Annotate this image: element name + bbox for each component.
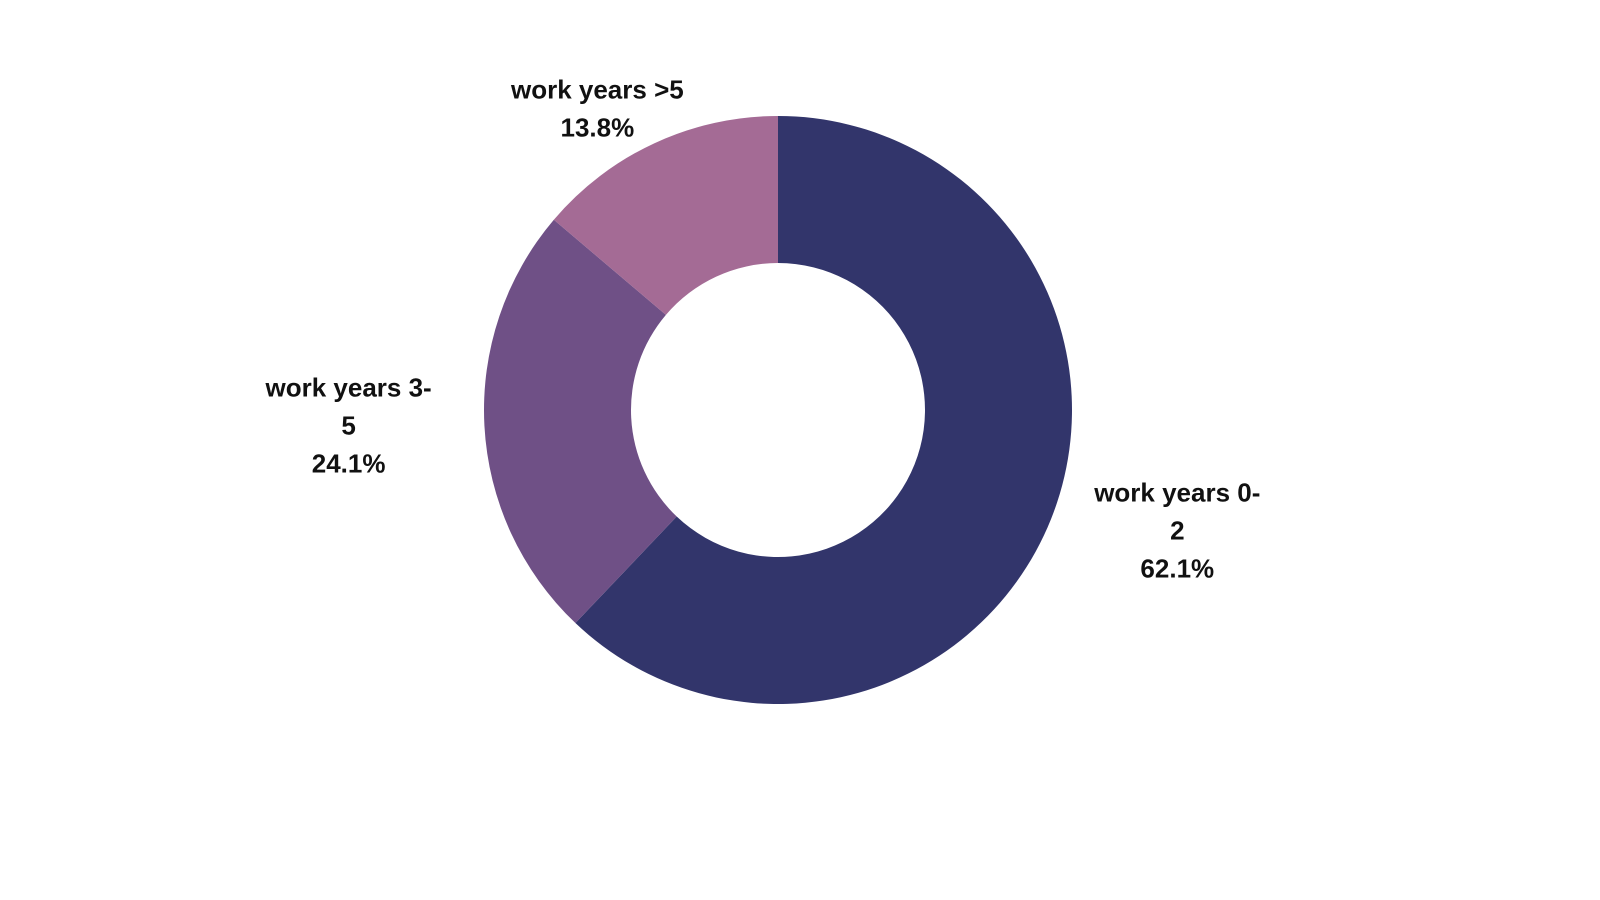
value-label: 13.8% — [560, 112, 634, 142]
label-line: 2 — [1170, 515, 1184, 545]
donut-slice — [483, 219, 677, 624]
category-label: work years 3- 5 — [265, 372, 432, 440]
label-line: work years >5 — [510, 74, 684, 104]
value-label: 62.1% — [1140, 553, 1214, 583]
donut-slice — [575, 116, 1072, 704]
slice-label: work years >5 13.8% — [510, 74, 684, 142]
donut-slice — [553, 116, 778, 315]
label-line: work years 0- — [1093, 477, 1260, 507]
label-line: 5 — [341, 410, 355, 440]
category-label: work years 0- 2 — [1093, 477, 1260, 545]
label-line: work years 3- — [265, 372, 432, 402]
category-label: work years >5 — [510, 74, 684, 104]
slice-label: work years 3- 5 24.1% — [265, 372, 432, 478]
value-label: 24.1% — [312, 448, 386, 478]
slice-label: work years 0- 2 62.1% — [1093, 477, 1260, 583]
